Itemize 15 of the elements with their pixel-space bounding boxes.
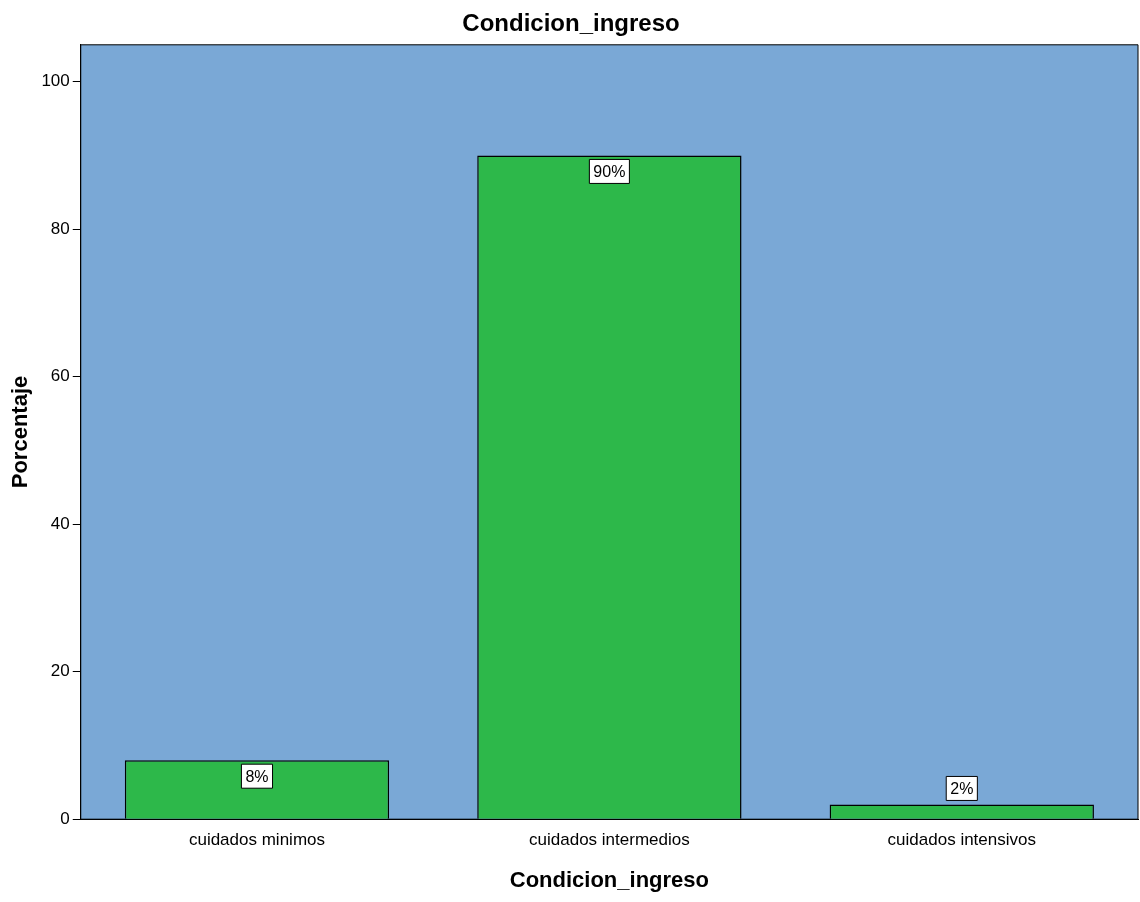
y-tick-label: 40 bbox=[50, 513, 70, 533]
x-tick-label: cuidados minimos bbox=[188, 830, 325, 850]
y-tick-label: 20 bbox=[50, 661, 70, 681]
data-label: 2% bbox=[950, 779, 974, 797]
y-tick-label: 0 bbox=[60, 808, 70, 828]
y-tick-label: 100 bbox=[41, 71, 70, 91]
data-label: 90% bbox=[593, 162, 626, 180]
chart-title: Condicion_ingreso bbox=[462, 9, 680, 37]
y-tick-label: 60 bbox=[50, 366, 70, 386]
data-label: 8% bbox=[245, 767, 269, 785]
y-axis-title: Porcentaje bbox=[7, 375, 33, 489]
x-tick-label: cuidados intermedios bbox=[529, 830, 690, 850]
x-tick-label: cuidados intensivos bbox=[887, 830, 1036, 850]
x-axis-title: Condicion_ingreso bbox=[509, 866, 710, 892]
y-tick-label: 80 bbox=[50, 218, 70, 238]
